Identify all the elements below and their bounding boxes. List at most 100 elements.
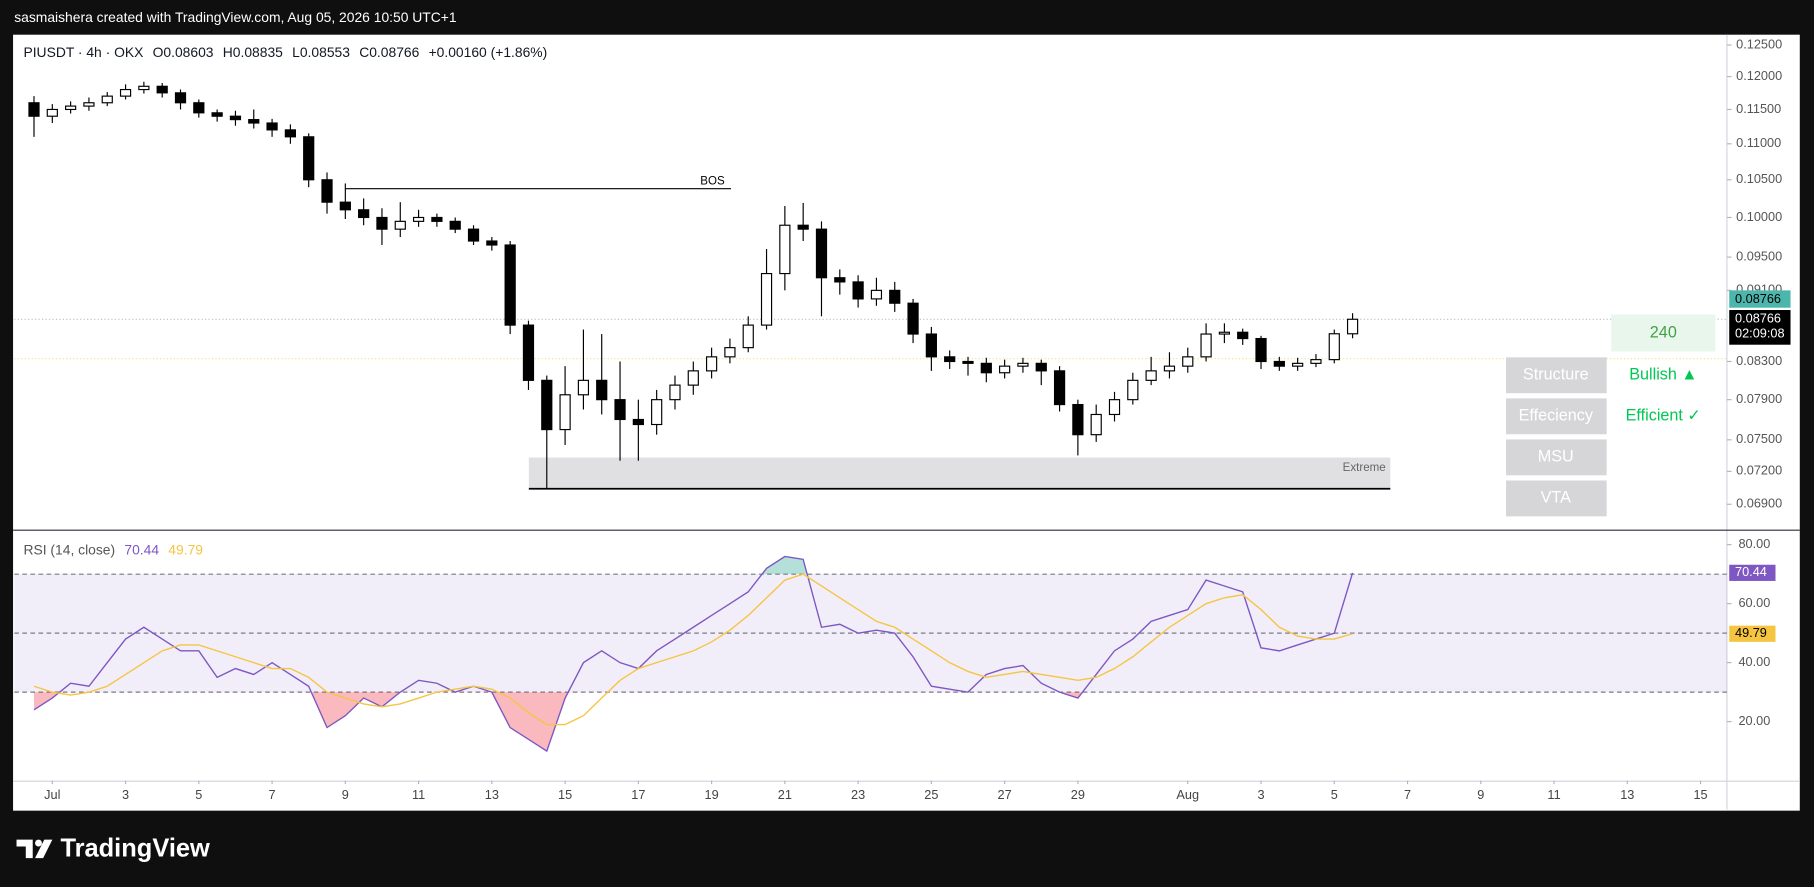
x-tick-label: 25 xyxy=(924,787,938,802)
candle-body xyxy=(1328,333,1340,361)
candle-body xyxy=(431,216,443,222)
rsi-value-label: 49.79 xyxy=(1735,625,1767,640)
candle-body xyxy=(1127,379,1139,401)
rsi-legend-value: 70.44 xyxy=(124,541,159,557)
y-tick-label: 0.10000 xyxy=(1736,209,1782,224)
candle-body xyxy=(46,108,58,117)
x-tick-label: 17 xyxy=(631,787,645,802)
candle-body xyxy=(705,356,718,372)
table-header: 240 xyxy=(1650,323,1677,341)
candle-body xyxy=(1072,403,1084,436)
x-tick-label: 3 xyxy=(1257,787,1264,802)
status-table: 240 Structure Bullish ▲ Effeciency Efficient… xyxy=(1506,314,1716,517)
candle-body xyxy=(1108,399,1121,416)
candle-body xyxy=(541,379,553,431)
candle-body xyxy=(852,281,864,300)
axes: 0.12500 0.12000 0.11500 0.11000 0.10500 0.100… xyxy=(44,36,1782,802)
table-value: Efficient ✓ xyxy=(1626,407,1701,425)
candle-body xyxy=(632,418,644,426)
candle-body xyxy=(925,333,937,358)
candle-body xyxy=(303,136,315,181)
main-pane: Extreme BOS xyxy=(14,81,1727,490)
x-tick-label: 11 xyxy=(1547,787,1560,802)
candle-body xyxy=(651,399,663,426)
rsi-value-label: 70.44 xyxy=(1735,564,1767,579)
y-tick-label: 0.08300 xyxy=(1736,353,1782,368)
candle-body xyxy=(669,384,681,401)
candle-body xyxy=(1255,337,1267,363)
candle-body xyxy=(596,379,608,401)
x-tick-label: 3 xyxy=(122,787,129,802)
candle-body xyxy=(742,324,754,349)
candle-body xyxy=(944,356,956,363)
candle-body xyxy=(211,112,223,117)
price-label xyxy=(1729,310,1791,345)
candle-body xyxy=(797,224,809,230)
candle-body xyxy=(339,201,351,211)
candle-body xyxy=(1090,413,1102,436)
x-tick-label: Aug xyxy=(1176,787,1199,802)
candle-body xyxy=(687,370,699,386)
ohlc-label: C xyxy=(359,44,369,60)
candle-body xyxy=(1237,331,1249,340)
y-tick-label: 0.10500 xyxy=(1736,171,1782,186)
x-tick-label: 13 xyxy=(1620,787,1634,802)
table-value: Bullish ▲ xyxy=(1629,366,1697,384)
table-header-cell xyxy=(1611,314,1716,352)
x-tick-label: 5 xyxy=(1331,787,1338,802)
candle-body xyxy=(1292,362,1304,367)
rsi-pane xyxy=(14,555,1727,753)
change-value: +0.00160 (+1.86%) xyxy=(429,44,548,60)
table-label: Structure xyxy=(1523,366,1589,384)
extreme-zone xyxy=(528,457,1391,489)
x-tick-label: 9 xyxy=(1477,787,1484,802)
candle-body xyxy=(284,129,297,138)
logo-shape xyxy=(35,839,42,847)
rsi-tick-label: 20.00 xyxy=(1738,713,1770,728)
rsi-band xyxy=(14,574,1727,693)
rsi-ma-line xyxy=(33,573,1353,726)
y-tick-label: 0.12500 xyxy=(1736,36,1782,51)
candle-body xyxy=(779,224,791,275)
y-tick-label: 0.07500 xyxy=(1736,431,1782,446)
candle-body xyxy=(449,220,461,230)
candle-body xyxy=(1218,331,1231,335)
candle-body xyxy=(266,122,278,131)
candle-body xyxy=(1163,365,1176,372)
table-label-cell xyxy=(1506,357,1607,394)
candle-body xyxy=(412,216,425,222)
price-label-teal xyxy=(1729,290,1791,308)
candle-body xyxy=(1145,370,1157,381)
candle-body xyxy=(138,85,150,91)
rsi-title: RSI (14, close) xyxy=(23,541,115,557)
y-tick-label: 0.06900 xyxy=(1736,496,1782,511)
candle-body xyxy=(174,92,187,104)
ohlc-label: H xyxy=(223,44,233,60)
x-tick-label: 23 xyxy=(851,787,865,802)
candle-body xyxy=(156,85,168,94)
candle-body xyxy=(889,289,901,304)
x-tick-label: 9 xyxy=(342,787,349,802)
price-label-teal-text: 0.08766 xyxy=(1735,291,1781,306)
candle-body xyxy=(1200,333,1212,358)
x-tick-label: 15 xyxy=(1693,787,1707,802)
candle-body xyxy=(1017,362,1029,367)
y-tick-label: 0.07200 xyxy=(1736,463,1782,478)
footer-brand: TradingView xyxy=(60,835,210,863)
ohlc-value: 0.08835 xyxy=(233,44,283,60)
table-label-cell xyxy=(1506,398,1607,435)
table-label: MSU xyxy=(1538,448,1574,466)
candle-body xyxy=(101,95,113,104)
x-tick-label: 21 xyxy=(778,787,792,802)
rsi-tick-label: 80.00 xyxy=(1738,536,1770,551)
x-tick-label: 15 xyxy=(558,787,572,802)
x-tick-label: 29 xyxy=(1071,787,1085,802)
rsi-tick-label: 40.00 xyxy=(1738,654,1770,669)
rsi-value-box xyxy=(1729,564,1776,581)
footer-logo xyxy=(16,839,53,859)
candle-body xyxy=(1310,359,1322,364)
y-tick-label: 0.11500 xyxy=(1736,101,1781,116)
y-tick-label: 0.12000 xyxy=(1736,68,1782,83)
candle-body xyxy=(28,102,40,117)
